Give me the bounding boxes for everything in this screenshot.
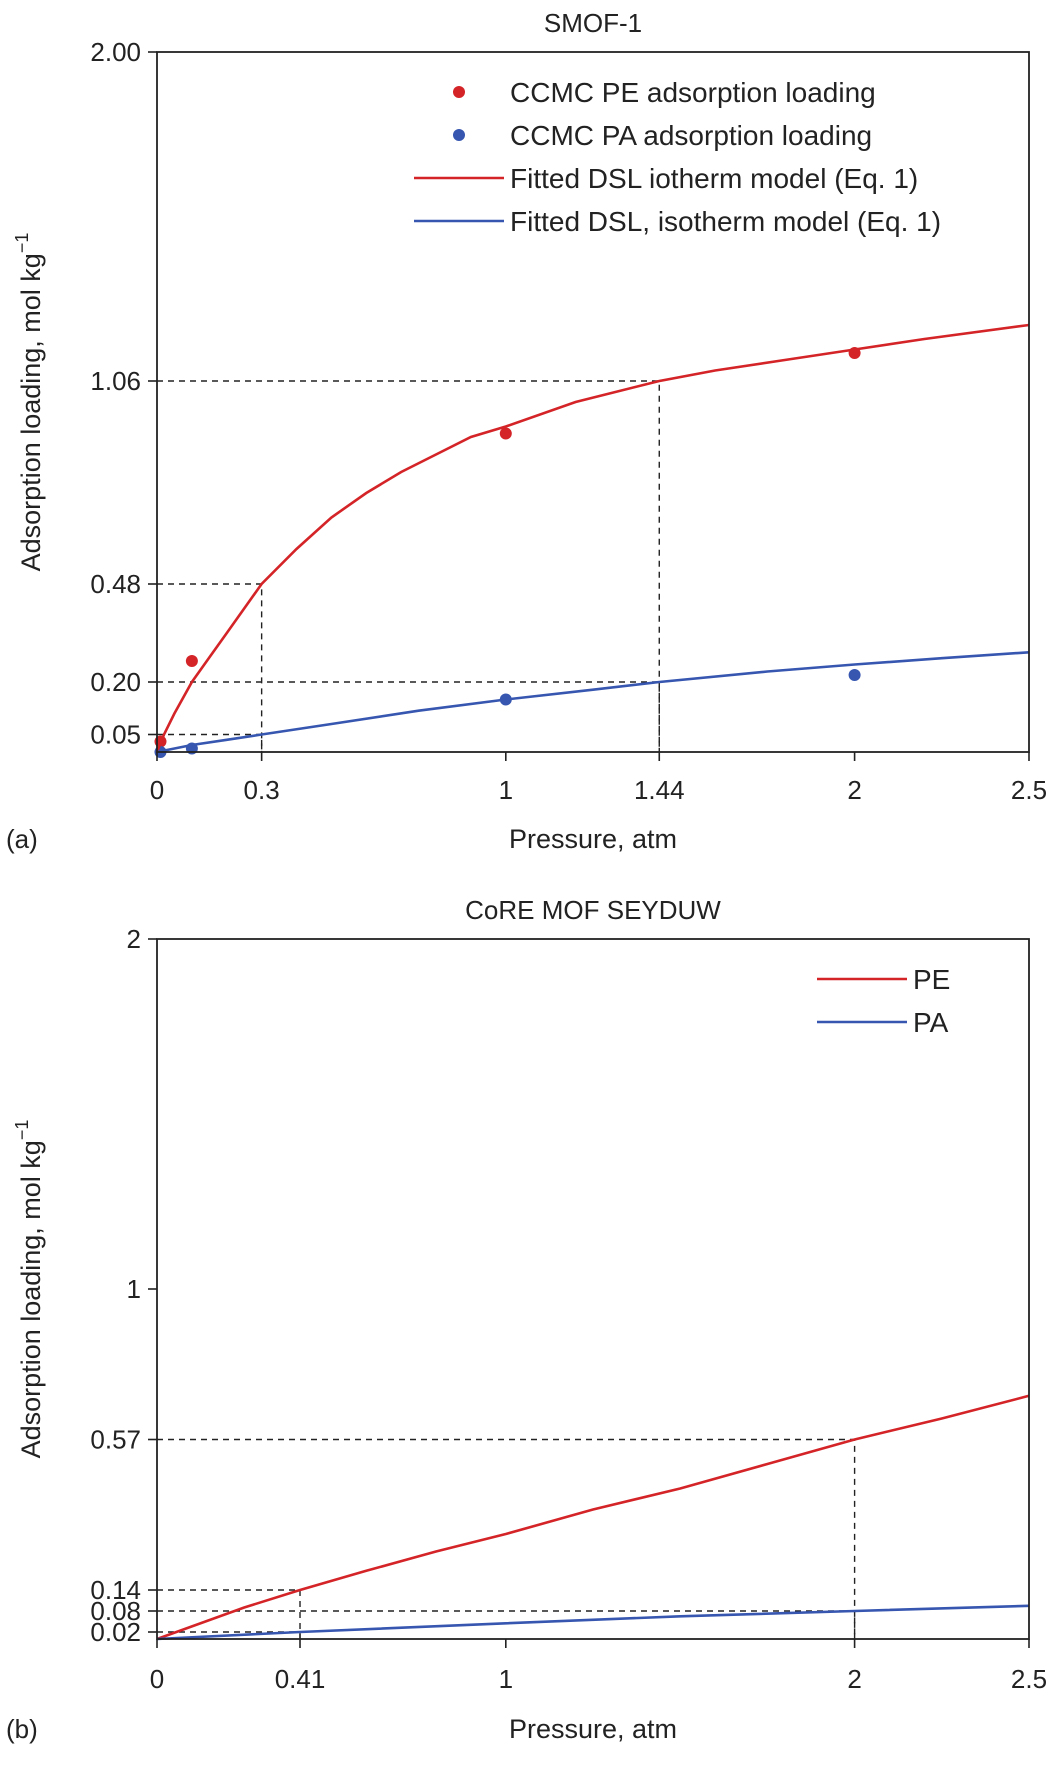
- series-line-1: [156, 1604, 1030, 1641]
- data-point-s0-1: [185, 655, 198, 667]
- x-tick-label: 0: [150, 1664, 164, 1694]
- series-line-0: [156, 1394, 1030, 1641]
- legend: CCMC PE adsorption loading CCMC PA adsorp…: [414, 77, 941, 237]
- legend-marker-0: [453, 86, 465, 98]
- y-tick-label: 1.06: [90, 366, 141, 396]
- y-axis-title-main: Adsorption loading, mol kg: [16, 1140, 46, 1458]
- x-tick-label: 2: [847, 1664, 861, 1694]
- x-tick-label: 2.5: [1011, 1664, 1047, 1694]
- y-tick-label: 0.14: [90, 1575, 141, 1605]
- y-axis-title-unit-exponent: −1: [12, 233, 32, 254]
- guide-line-1: [157, 380, 660, 752]
- x-tick-label: 2: [847, 775, 861, 805]
- x-tick-label: 0.3: [244, 775, 280, 805]
- y-tick-label: 0.08: [90, 1596, 141, 1626]
- series-line-2: [155, 323, 1030, 753]
- y-tick-label: 0.57: [90, 1425, 141, 1455]
- x-tick-label: 2.5: [1011, 775, 1047, 805]
- x-axis-title: Pressure, atm: [509, 824, 677, 854]
- legend-entry: CCMC PA adsorption loading: [510, 120, 872, 151]
- chart-panel-1: CoRE MOF SEYDUW 0 0.41 1 2 2.5 0.020.080.14 0.5…: [6, 895, 1047, 1744]
- panel-label: (b): [6, 1714, 38, 1744]
- y-tick-label: 0.20: [90, 667, 141, 697]
- x-tick-label: 1.44: [634, 775, 685, 805]
- data-point-s0-2: [499, 427, 512, 440]
- guide-line-0: [157, 583, 263, 752]
- legend-entry: Fitted DSL, isotherm model (Eq. 1): [510, 206, 941, 237]
- plot-frame: [156, 938, 1030, 1640]
- y-tick-label: 2.00: [90, 37, 141, 67]
- legend: PE PA: [817, 964, 950, 1038]
- legend-entry: PA: [913, 1007, 949, 1038]
- y-axis-title-main: Adsorption loading, mol kg: [16, 253, 46, 571]
- legend-entry: PE: [913, 964, 950, 995]
- y-tick-label: 0.48: [90, 569, 141, 599]
- chart-panel-0: SMOF-1 0 0.3 1 1.44 2 2.5 0.05 0.20 0.48 1.06 2.00 P…: [6, 8, 1047, 854]
- x-tick-label: 0: [150, 775, 164, 805]
- legend-entry: CCMC PE adsorption loading: [510, 77, 876, 108]
- y-tick-label: 0.02: [90, 1617, 141, 1647]
- x-tick-label: 1: [499, 1664, 513, 1694]
- y-axis-title-unit-exponent: −1: [12, 1120, 32, 1141]
- legend-entry: Fitted DSL iotherm model (Eq. 1): [510, 163, 918, 194]
- legend-marker-1: [453, 129, 465, 141]
- data-point-s1-3: [848, 669, 861, 681]
- guide-line-2: [157, 681, 660, 752]
- y-tick-label: 2: [127, 924, 141, 954]
- x-axis-title: Pressure, atm: [509, 1714, 677, 1744]
- series-line-3: [156, 651, 1030, 754]
- y-tick-label: 1: [127, 1274, 141, 1304]
- panel-label: (a): [6, 824, 38, 854]
- y-tick-label: 0.05: [90, 720, 141, 750]
- x-tick-label: 1: [499, 775, 513, 805]
- x-tick-label: 0.41: [275, 1664, 326, 1694]
- chart-title: CoRE MOF SEYDUW: [465, 895, 721, 925]
- plot-frame: [156, 51, 1030, 753]
- chart-title: SMOF-1: [544, 8, 642, 38]
- y-axis-title: Adsorption loading, mol kg−1: [12, 233, 46, 572]
- y-axis-title: Adsorption loading, mol kg−1: [12, 1120, 46, 1459]
